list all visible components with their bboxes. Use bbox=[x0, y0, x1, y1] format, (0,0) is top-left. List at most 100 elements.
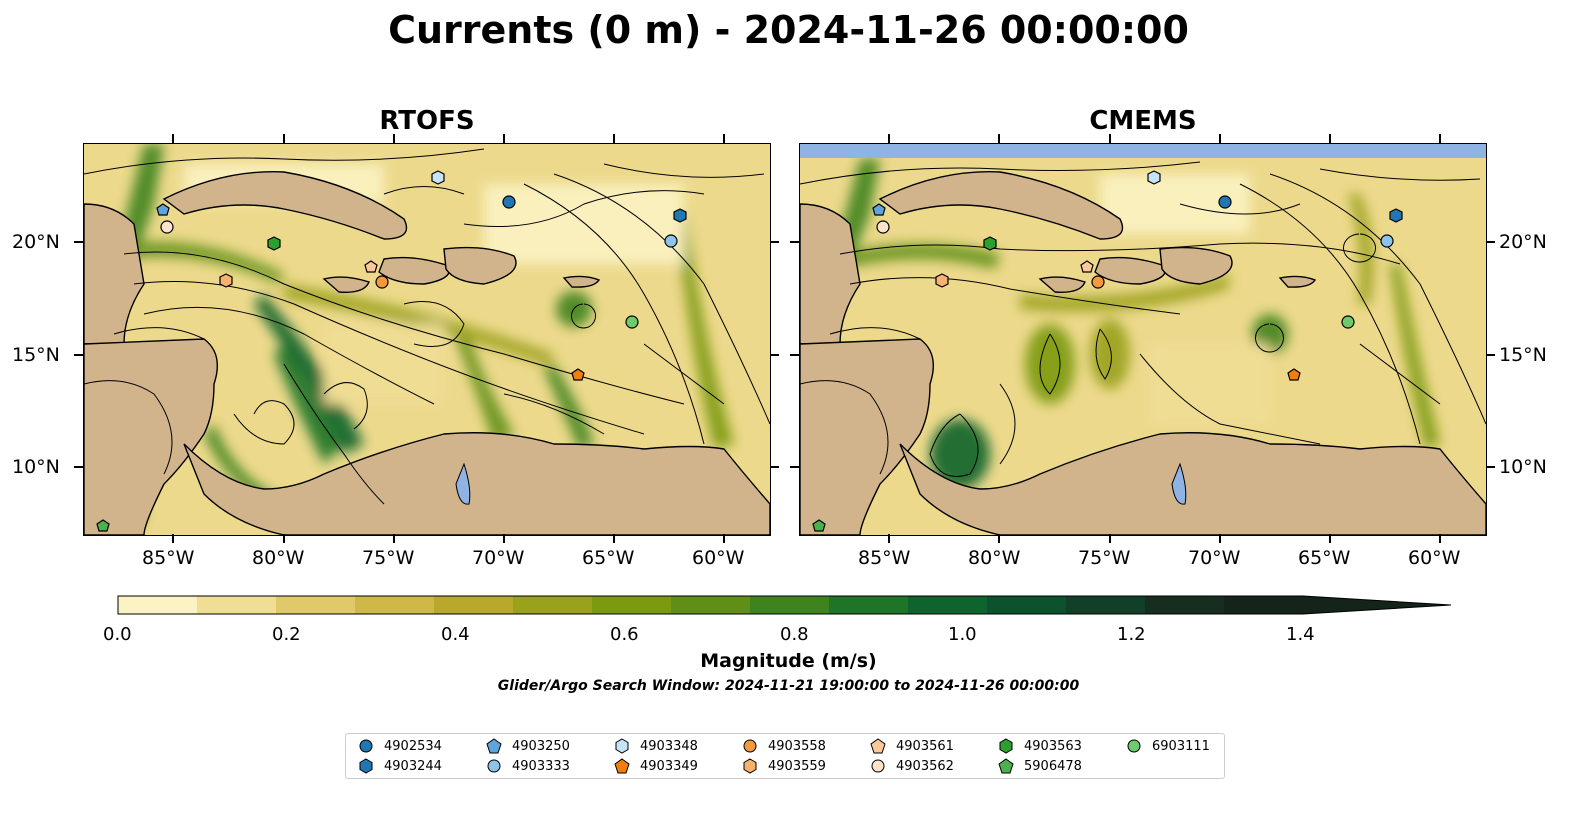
cbar-tick-0-8: 0.8 bbox=[780, 624, 809, 645]
search-window-text: Glider/Argo Search Window: 2024-11-21 19… bbox=[497, 678, 1080, 694]
legend-label: 4903558 bbox=[768, 738, 826, 754]
legend-item-4903349: 4903349 bbox=[614, 758, 698, 774]
marker-4903563 bbox=[267, 236, 281, 251]
colorbar-segment bbox=[118, 596, 198, 614]
lon-tick-80w: 80°W bbox=[968, 547, 1021, 569]
legend-label: 4903348 bbox=[640, 738, 698, 754]
central-america-landmass bbox=[800, 338, 934, 535]
cbar-tick-0-4: 0.4 bbox=[441, 624, 470, 645]
land-masses bbox=[84, 171, 770, 535]
streamlines bbox=[84, 148, 770, 505]
lon-tick-60w: 60°W bbox=[692, 547, 745, 569]
colorbar-segment bbox=[750, 596, 830, 614]
lon-tick-85w: 85°W bbox=[142, 547, 195, 569]
lon-tick-75w: 75°W bbox=[1078, 547, 1131, 569]
legend-label: 4903559 bbox=[768, 758, 826, 774]
marker-4903333 bbox=[664, 234, 678, 248]
cbar-tick-1-4: 1.4 bbox=[1286, 624, 1315, 645]
hispaniola-west bbox=[1094, 256, 1167, 285]
lon-tick-80w: 80°W bbox=[252, 547, 305, 569]
circle-marker-icon bbox=[359, 739, 373, 753]
circle-marker-icon bbox=[871, 759, 885, 773]
legend-label: 4903562 bbox=[896, 758, 954, 774]
lon-tick-85w: 85°W bbox=[858, 547, 911, 569]
lat-tick-20n: 20°N bbox=[12, 231, 60, 253]
circle-marker-icon bbox=[487, 759, 501, 773]
colorbar-segment bbox=[355, 596, 435, 614]
pentagon-marker-icon bbox=[486, 738, 502, 754]
colorbar-segment bbox=[987, 596, 1067, 614]
legend: 4902534 4903244 4903250 4903333 4903348 … bbox=[345, 733, 1225, 779]
legend-label: 4902534 bbox=[384, 738, 442, 754]
legend-label: 4903333 bbox=[512, 758, 570, 774]
legend-label: 4903563 bbox=[1024, 738, 1082, 754]
land-masses bbox=[800, 171, 1486, 535]
circle-marker-icon bbox=[743, 739, 757, 753]
map-panel-rtofs bbox=[83, 143, 771, 536]
marker-4903558 bbox=[1091, 275, 1105, 289]
colorbar-segment bbox=[434, 596, 514, 614]
hexagon-marker-icon bbox=[743, 758, 757, 774]
marker-4903348 bbox=[1147, 170, 1161, 185]
marker-4903244 bbox=[1389, 208, 1403, 223]
puerto-rico-landmass bbox=[1278, 275, 1317, 288]
marker-4903561 bbox=[1080, 260, 1094, 273]
lat-tick-10n: 10°N bbox=[12, 456, 60, 478]
colorbar-segment bbox=[671, 596, 751, 614]
colorbar bbox=[117, 595, 1452, 615]
marker-4903558 bbox=[375, 275, 389, 289]
legend-item-4903558: 4903558 bbox=[742, 738, 826, 754]
float-markers-rtofs bbox=[96, 170, 687, 532]
map-panel-cmems bbox=[799, 143, 1487, 536]
marker-4903559 bbox=[219, 273, 233, 288]
hispaniola-west bbox=[378, 256, 451, 285]
marker-4902534 bbox=[1218, 195, 1232, 209]
south-america-landmass bbox=[183, 432, 770, 535]
lat-tick-15n: 15°N bbox=[12, 344, 60, 366]
colorbar-segment bbox=[276, 596, 356, 614]
south-america-landmass bbox=[899, 432, 1486, 535]
yucatan-landmass bbox=[800, 203, 861, 345]
legend-label: 6903111 bbox=[1152, 738, 1210, 754]
central-america-landmass bbox=[84, 338, 218, 535]
lat-tick-10n: 10°N bbox=[1499, 456, 1547, 478]
legend-item-4903563: 4903563 bbox=[998, 738, 1082, 754]
maracaibo-lake bbox=[455, 462, 471, 505]
pentagon-marker-icon bbox=[870, 738, 886, 754]
marker-5906478 bbox=[96, 519, 110, 532]
marker-5906478 bbox=[812, 519, 826, 532]
colorbar-outline bbox=[117, 595, 1452, 615]
cuba-landmass bbox=[878, 171, 1124, 240]
panel-title-rtofs: RTOFS bbox=[379, 106, 475, 136]
legend-label: 4903244 bbox=[384, 758, 442, 774]
legend-item-5906478: 5906478 bbox=[998, 758, 1082, 774]
marker-6903111 bbox=[1341, 315, 1355, 329]
hispaniola-east bbox=[1159, 246, 1233, 285]
colorbar-segment bbox=[1066, 596, 1146, 614]
lat-tick-20n: 20°N bbox=[1499, 231, 1547, 253]
colorbar-segment bbox=[1224, 596, 1304, 614]
hexagon-marker-icon bbox=[615, 738, 629, 754]
cbar-tick-0-0: 0.0 bbox=[103, 624, 132, 645]
marker-6903111 bbox=[625, 315, 639, 329]
cbar-tick-1-0: 1.0 bbox=[948, 624, 977, 645]
lon-tick-60w: 60°W bbox=[1408, 547, 1461, 569]
marker-4903348 bbox=[431, 170, 445, 185]
legend-item-4903250: 4903250 bbox=[486, 738, 570, 754]
lat-tick-15n: 15°N bbox=[1499, 344, 1547, 366]
colorbar-extend-arrow bbox=[1303, 596, 1451, 614]
marker-4903563 bbox=[983, 236, 997, 251]
map-rtofs-svg bbox=[84, 144, 770, 535]
colorbar-segment bbox=[908, 596, 988, 614]
lon-tick-65w: 65°W bbox=[1298, 547, 1351, 569]
marker-4903244 bbox=[673, 208, 687, 223]
cbar-tick-0-2: 0.2 bbox=[272, 624, 301, 645]
colorbar-segment bbox=[197, 596, 277, 614]
circle-marker-icon bbox=[1127, 739, 1141, 753]
legend-item-4903561: 4903561 bbox=[870, 738, 954, 754]
marker-4903250 bbox=[156, 203, 170, 216]
panel-title-cmems: CMEMS bbox=[1089, 106, 1197, 136]
cbar-tick-0-6: 0.6 bbox=[610, 624, 639, 645]
colorbar-segment bbox=[592, 596, 672, 614]
